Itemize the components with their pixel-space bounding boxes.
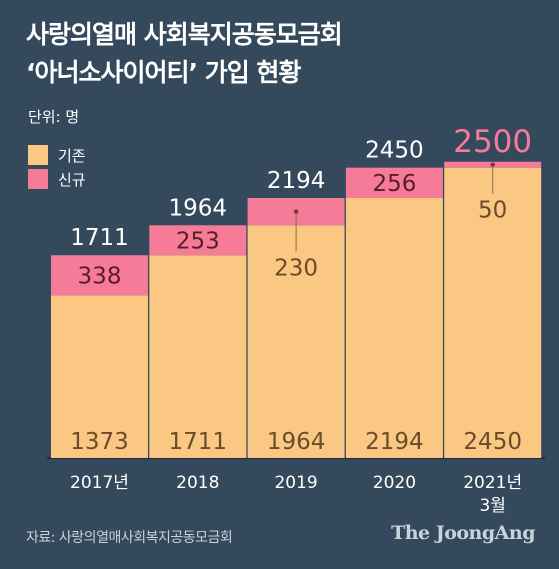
unit-label: 단위: 명	[28, 108, 80, 126]
x-tick-label: 2018	[176, 473, 219, 493]
bar-new	[345, 167, 443, 199]
data-label-total: 2194	[267, 168, 326, 194]
legend-item-new: 신규	[28, 168, 86, 190]
legend-label-new: 신규	[58, 170, 86, 189]
legend-swatch-existing	[28, 145, 48, 165]
x-tick-label: 2017년	[70, 473, 129, 493]
legend-item-existing: 기존	[28, 144, 86, 166]
data-label-total: 2450	[365, 138, 424, 164]
data-label-new: 338	[78, 263, 122, 289]
bar-new	[149, 225, 247, 256]
data-label-new: 230	[274, 255, 318, 281]
data-label-existing: 1373	[70, 429, 129, 455]
x-tick-label: 3월	[479, 496, 505, 516]
bar-new	[51, 255, 148, 296]
x-tick-label: 2020	[373, 473, 416, 493]
legend-label-existing: 기존	[58, 146, 86, 165]
chart-title-line-2: ‘아너소사이어티’ 가입 현황	[26, 58, 301, 87]
stacked-bar-chart: 1373 338 1711 2017년 1711 253 1964 2018 1964 230 21…	[47, 124, 545, 516]
brand-logo: The JoongAng	[391, 522, 535, 544]
data-label-existing: 1964	[267, 429, 326, 455]
data-label-total: 1711	[70, 225, 129, 251]
legend-swatch-new	[28, 169, 48, 189]
bar-existing	[247, 225, 345, 458]
bar-existing	[51, 295, 148, 458]
data-label-total: 1964	[169, 195, 228, 221]
data-label-new: 253	[176, 228, 220, 254]
bar-existing	[444, 167, 542, 459]
source-note: 자료: 사랑의열매사회복지공동모금회	[26, 530, 233, 546]
data-label-new: 50	[478, 198, 507, 224]
data-label-new: 256	[372, 171, 416, 197]
data-label-existing: 1711	[169, 429, 228, 455]
x-tick-label: 2019	[274, 473, 317, 493]
bar-existing	[149, 255, 247, 458]
chart-title-line-1: 사랑의열매 사회복지공동모금회	[26, 20, 343, 49]
x-tick-label: 2021년	[463, 473, 522, 493]
data-label-total: 2500	[453, 124, 532, 160]
data-label-existing: 2194	[365, 429, 424, 455]
data-label-existing: 2450	[463, 429, 522, 455]
bar-existing	[345, 198, 443, 459]
